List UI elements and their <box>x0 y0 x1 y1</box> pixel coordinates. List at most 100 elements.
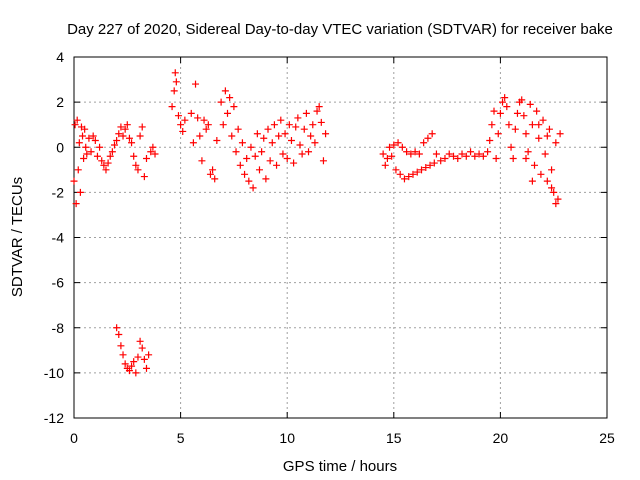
data-point <box>285 121 293 129</box>
data-point <box>111 141 119 149</box>
data-point <box>73 116 81 124</box>
y-tick-label: -6 <box>52 275 65 291</box>
data-point <box>290 159 298 167</box>
data-point <box>247 143 255 151</box>
data-point <box>432 150 440 158</box>
data-point <box>509 155 517 163</box>
data-point <box>413 168 421 176</box>
data-point <box>386 143 394 151</box>
data-point <box>172 78 180 86</box>
data-point <box>418 166 426 174</box>
y-tick-label: -12 <box>44 410 64 426</box>
data-point <box>82 143 90 151</box>
data-point <box>488 121 496 129</box>
data-point <box>526 100 534 108</box>
x-tick-label: 10 <box>279 430 295 446</box>
data-point <box>283 155 291 163</box>
data-point <box>388 152 396 160</box>
data-point <box>200 116 208 124</box>
data-point <box>202 125 210 133</box>
data-point <box>415 150 423 158</box>
data-point <box>511 125 519 133</box>
data-point <box>115 331 123 339</box>
data-point <box>255 166 263 174</box>
data-points <box>70 69 564 377</box>
data-point <box>379 150 387 158</box>
data-point <box>381 161 389 169</box>
data-point <box>426 161 434 169</box>
data-point <box>270 121 278 129</box>
data-point <box>264 125 272 133</box>
data-point <box>454 155 462 163</box>
data-point <box>217 98 225 106</box>
data-point <box>149 143 157 151</box>
data-point <box>275 132 283 140</box>
data-point <box>496 109 504 117</box>
data-point <box>528 177 536 185</box>
data-point <box>405 173 413 181</box>
data-point <box>428 130 436 138</box>
data-point <box>221 87 229 95</box>
data-point <box>501 94 509 102</box>
data-point <box>520 112 528 120</box>
data-point <box>543 177 551 185</box>
data-point <box>74 166 82 174</box>
data-point <box>192 80 200 88</box>
x-tick-label: 25 <box>599 430 615 446</box>
data-point <box>194 114 202 122</box>
data-point <box>522 155 530 163</box>
data-point <box>522 130 530 138</box>
data-point <box>528 121 536 129</box>
data-point <box>81 125 89 133</box>
data-point <box>128 139 136 147</box>
data-point <box>543 132 551 140</box>
data-point <box>79 132 87 140</box>
data-point <box>140 355 148 363</box>
data-point <box>213 136 221 144</box>
data-point <box>121 360 129 368</box>
data-point <box>236 161 244 169</box>
data-point <box>232 148 240 156</box>
data-point <box>392 166 400 174</box>
data-point <box>226 94 234 102</box>
data-point <box>230 103 238 111</box>
data-point <box>245 177 253 185</box>
data-point <box>458 150 466 158</box>
data-point <box>119 132 127 140</box>
y-tick-label: -10 <box>44 365 64 381</box>
data-point <box>407 150 415 158</box>
x-tick-label: 20 <box>493 430 509 446</box>
data-point <box>70 177 78 185</box>
data-point <box>400 175 408 183</box>
data-point <box>524 148 532 156</box>
grid <box>74 57 607 418</box>
data-point <box>262 175 270 183</box>
x-tick-label: 15 <box>386 430 402 446</box>
data-point <box>294 114 302 122</box>
data-point <box>260 134 268 142</box>
data-point <box>76 188 84 196</box>
data-point <box>128 362 136 370</box>
data-point <box>513 109 521 117</box>
data-point <box>490 107 498 115</box>
data-point <box>449 152 457 160</box>
data-point <box>115 130 123 138</box>
x-tick-label: 0 <box>70 430 78 446</box>
data-point <box>234 125 242 133</box>
data-point <box>106 152 114 160</box>
data-point <box>224 109 232 117</box>
data-point <box>279 150 287 158</box>
data-point <box>539 116 547 124</box>
data-point <box>309 121 317 129</box>
data-point <box>187 109 195 117</box>
data-point <box>305 148 313 156</box>
data-point <box>98 157 106 165</box>
data-point <box>552 200 560 208</box>
data-point <box>420 139 428 147</box>
data-point <box>145 351 153 359</box>
data-point <box>113 324 121 332</box>
data-point <box>531 161 539 169</box>
data-point <box>132 369 140 377</box>
data-point <box>537 170 545 178</box>
data-point <box>177 121 185 129</box>
